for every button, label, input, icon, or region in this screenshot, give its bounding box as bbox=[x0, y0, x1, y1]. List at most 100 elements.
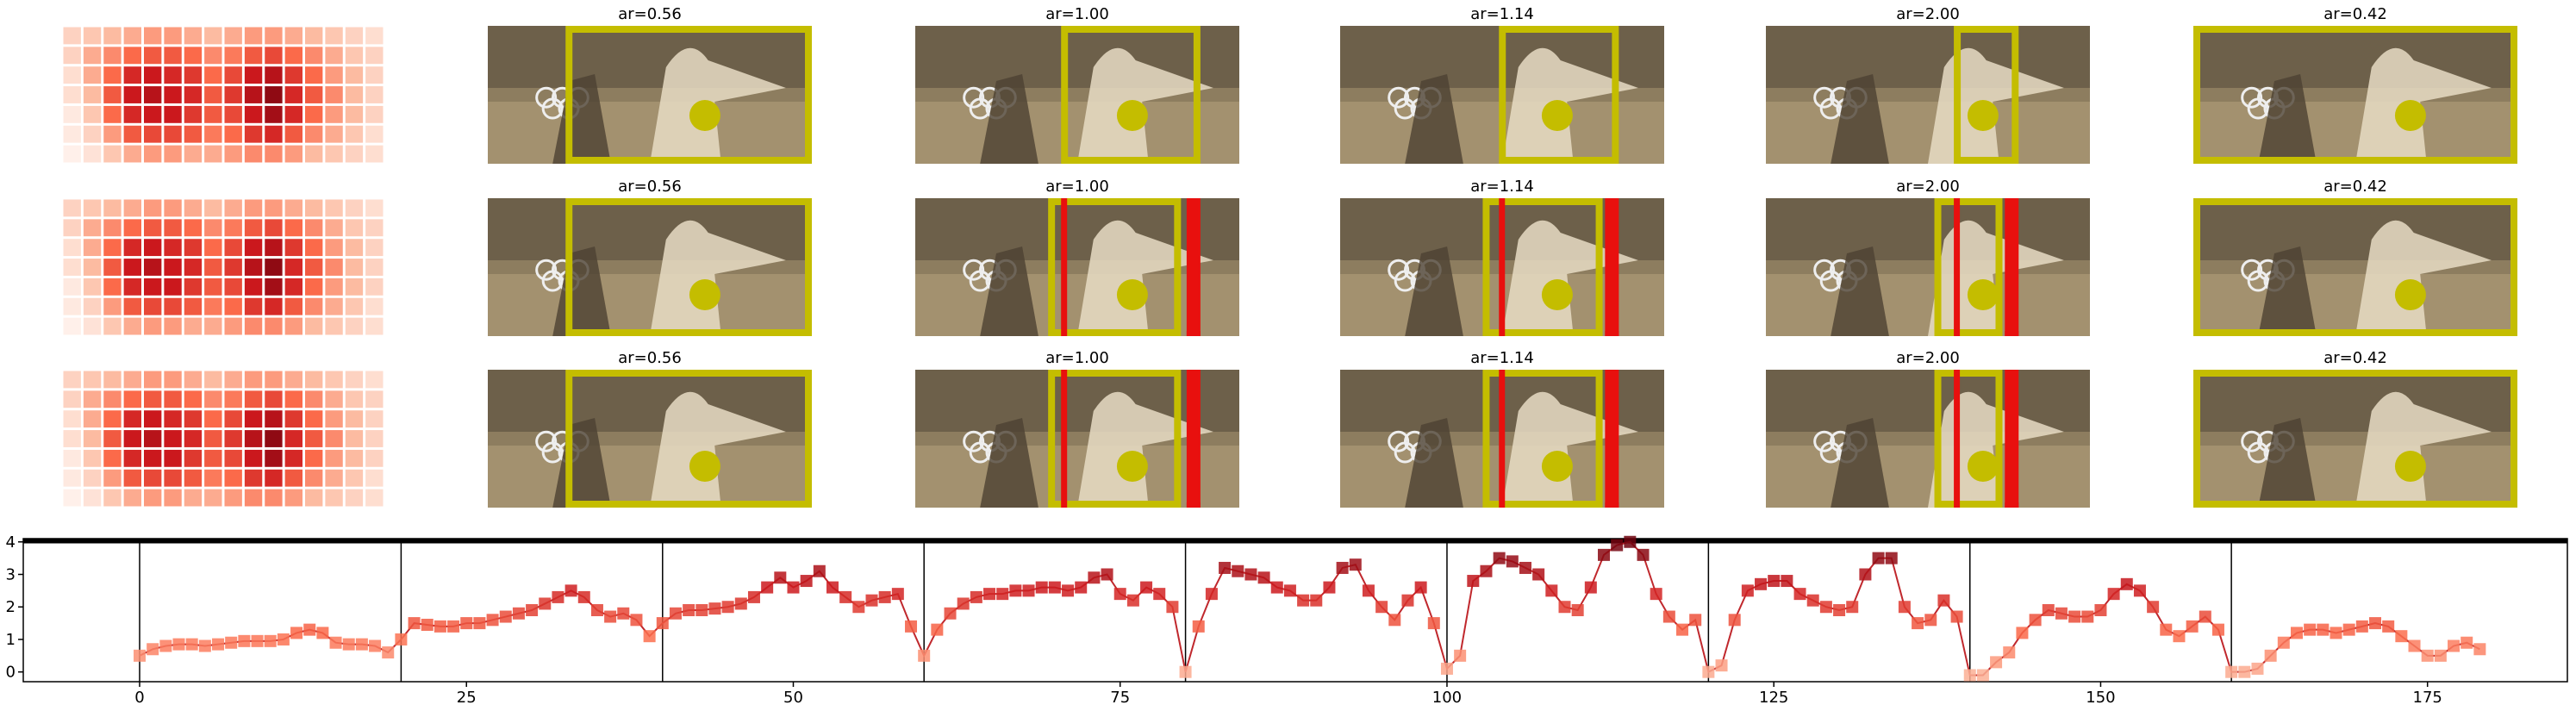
yellow-box bbox=[1482, 198, 1603, 336]
marker bbox=[408, 617, 421, 630]
heatmap-cell bbox=[305, 105, 323, 123]
marker bbox=[1310, 594, 1323, 607]
marker bbox=[316, 627, 329, 639]
heatmap-cell bbox=[345, 259, 364, 276]
heatmap-cell bbox=[123, 410, 141, 428]
marker bbox=[1126, 594, 1139, 607]
rings bbox=[963, 259, 985, 281]
heatmap-cell bbox=[224, 145, 242, 163]
marker bbox=[1088, 571, 1101, 584]
rings bbox=[963, 86, 985, 109]
x-tick-label: 75 bbox=[1110, 689, 1130, 707]
marker bbox=[2448, 639, 2461, 652]
heatmap-cell bbox=[325, 317, 343, 335]
heatmap-cell bbox=[325, 239, 343, 257]
heatmap-cell bbox=[63, 105, 81, 123]
heatmap-cell bbox=[144, 278, 162, 296]
marker bbox=[225, 636, 238, 649]
marker bbox=[2133, 584, 2146, 597]
heatmap-cell bbox=[164, 239, 182, 257]
heatmap-cell bbox=[305, 317, 323, 335]
heatmap-cell bbox=[345, 145, 364, 163]
marker bbox=[2355, 620, 2368, 633]
marker bbox=[747, 590, 760, 603]
heatmap-cell bbox=[265, 105, 283, 123]
yellow-box bbox=[1934, 198, 2003, 336]
heatmap-cell bbox=[103, 125, 122, 143]
marker bbox=[1859, 568, 1872, 581]
heatmap-cell bbox=[244, 371, 263, 389]
photo-stands bbox=[1766, 370, 2090, 432]
heatmap-cell bbox=[123, 449, 141, 467]
heatmap-cell bbox=[103, 239, 122, 257]
x-tick-label: 175 bbox=[2413, 689, 2442, 707]
heatmap-cell bbox=[184, 390, 203, 409]
rings bbox=[1394, 441, 1416, 464]
heatmap-cell bbox=[123, 86, 141, 103]
heatmap-cell bbox=[244, 239, 263, 257]
marker bbox=[395, 633, 408, 646]
heatmap-cell bbox=[164, 317, 182, 335]
heatmap-cell bbox=[144, 430, 162, 447]
marker bbox=[957, 597, 970, 610]
photo-panel: ar=1.14 bbox=[1340, 349, 1664, 508]
marker bbox=[2107, 588, 2120, 601]
heatmap-cell bbox=[224, 430, 242, 447]
heatmap-cell bbox=[103, 390, 122, 409]
player-left bbox=[980, 246, 1039, 336]
heatmap-cell bbox=[365, 259, 384, 276]
heatmap-cell bbox=[103, 199, 122, 217]
heatmap-cell bbox=[184, 27, 203, 45]
photo-court bbox=[915, 446, 1239, 508]
heatmap-cell bbox=[123, 66, 141, 84]
heatmap-cell bbox=[144, 317, 162, 335]
marker bbox=[1637, 548, 1650, 561]
rings bbox=[1819, 270, 1842, 292]
marker bbox=[1388, 614, 1401, 627]
marker bbox=[1937, 594, 1950, 607]
heatmap-cell bbox=[305, 86, 323, 103]
rings bbox=[1388, 259, 1410, 281]
marker bbox=[499, 610, 512, 623]
heatmap-cell bbox=[63, 278, 81, 296]
photo-panel: ar=0.42 bbox=[2193, 5, 2517, 165]
heatmap-cell bbox=[103, 219, 122, 237]
marker bbox=[1362, 584, 1375, 597]
heatmap-cell bbox=[123, 219, 141, 237]
heatmap-cell bbox=[265, 449, 283, 467]
heatmap-cell bbox=[305, 145, 323, 163]
heatmap-cell bbox=[224, 449, 242, 467]
heatmap-cell bbox=[164, 430, 182, 447]
heatmap-cell bbox=[144, 86, 162, 103]
heatmap-cell bbox=[265, 297, 283, 315]
photo-panel: ar=1.00 bbox=[915, 349, 1239, 508]
yellow-box bbox=[565, 370, 812, 508]
heatmap-cell bbox=[305, 47, 323, 65]
rings bbox=[969, 97, 991, 120]
photo-panel: ar=2.00 bbox=[1766, 178, 2090, 336]
rings bbox=[1394, 97, 1416, 120]
marker bbox=[2290, 627, 2303, 639]
photo-stands bbox=[2193, 26, 2517, 88]
heatmap-cell bbox=[224, 66, 242, 84]
heatmap-cell bbox=[83, 66, 102, 84]
heatmap-cell bbox=[244, 86, 263, 103]
marker bbox=[1715, 659, 1728, 672]
marker bbox=[2081, 610, 2094, 623]
heatmap-cell bbox=[63, 449, 81, 467]
marker bbox=[734, 597, 747, 610]
heatmap-cell bbox=[83, 278, 102, 296]
marker bbox=[630, 614, 643, 627]
heatmap-cell bbox=[305, 66, 323, 84]
marker bbox=[1244, 568, 1257, 581]
heatmap-cell bbox=[265, 86, 283, 103]
heatmap-cell bbox=[83, 449, 102, 467]
heatmap-cell bbox=[265, 469, 283, 487]
heatmap-cell bbox=[204, 317, 222, 335]
marker bbox=[839, 590, 852, 603]
heatmap-cell bbox=[284, 449, 303, 467]
heatmap-cell bbox=[83, 199, 102, 217]
heatmap-cell bbox=[184, 239, 203, 257]
marker bbox=[1506, 555, 1519, 568]
marker bbox=[1283, 584, 1296, 597]
